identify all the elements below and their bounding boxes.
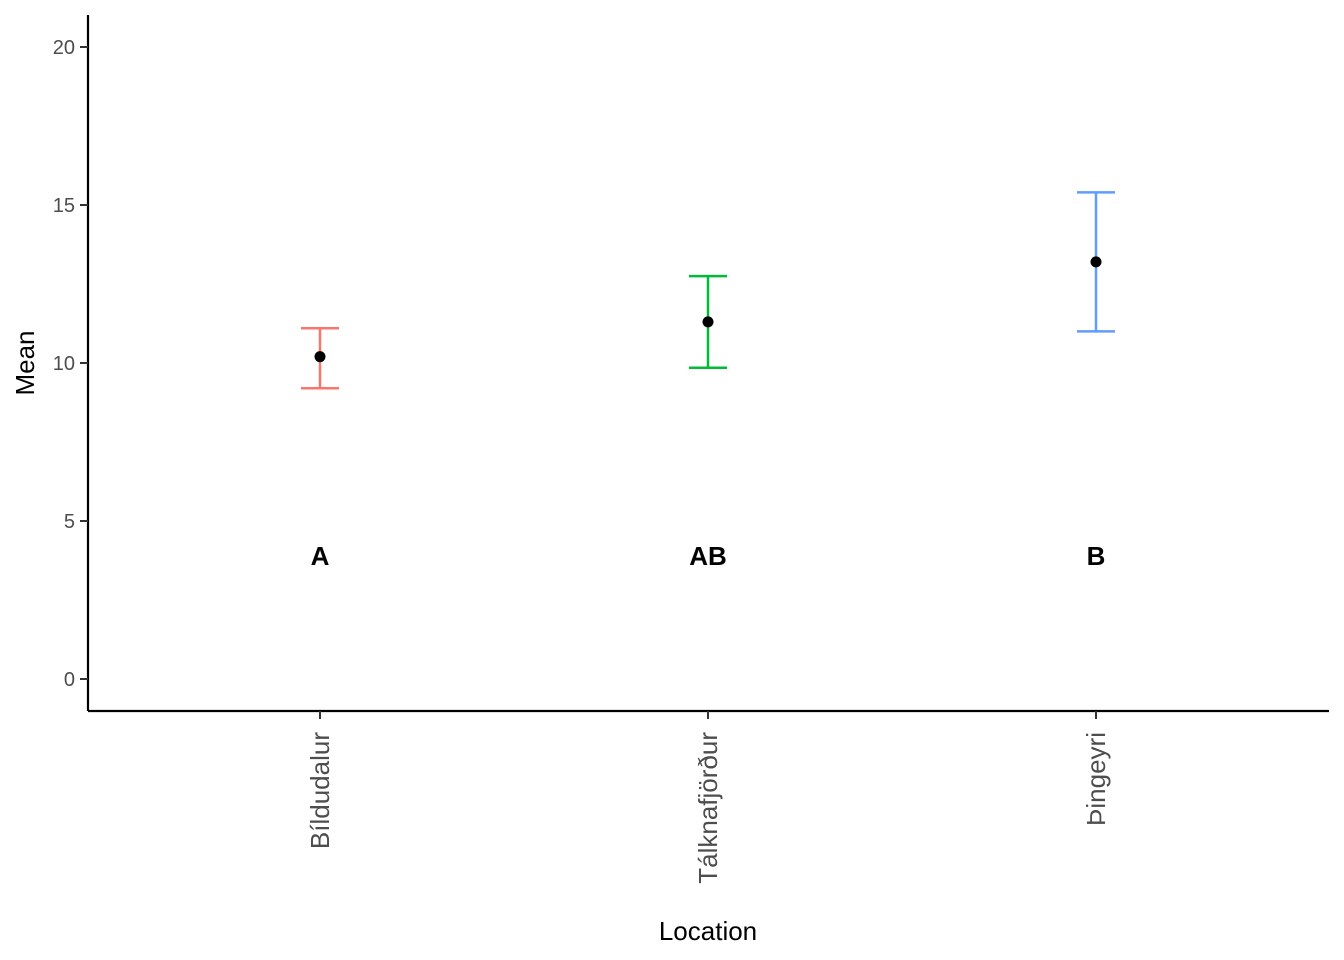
x-axis-title: Location xyxy=(659,916,757,946)
group-letter-label: AB xyxy=(689,541,727,571)
y-axis-title: Mean xyxy=(10,330,40,395)
error-bars xyxy=(301,191,1115,390)
mean-point xyxy=(1090,256,1102,268)
mean-point xyxy=(314,351,326,363)
y-tick-label: 20 xyxy=(53,37,75,59)
mean-point xyxy=(702,316,714,328)
x-ticks: Bíldudalur Tálknafjörður Þingeyri xyxy=(305,711,1111,884)
x-tick-label: Tálknafjörður xyxy=(693,732,723,884)
y-tick-label: 0 xyxy=(64,669,75,691)
x-tick-label: Bíldudalur xyxy=(305,732,335,849)
group-letter-label: A xyxy=(311,541,330,571)
y-ticks: 0 5 10 15 20 xyxy=(53,37,88,691)
y-tick-label: 5 xyxy=(64,511,75,533)
group-letters: A AB B xyxy=(311,541,1106,571)
x-tick-label: Þingeyri xyxy=(1081,732,1111,826)
y-tick-label: 10 xyxy=(53,353,75,375)
group-letter-label: B xyxy=(1087,541,1106,571)
y-tick-label: 15 xyxy=(53,195,75,217)
plot-panel: 0 5 10 15 20 Bíldudalur Tálknafjörður Þingeyri… xyxy=(53,15,1329,884)
mean-points xyxy=(314,256,1102,363)
